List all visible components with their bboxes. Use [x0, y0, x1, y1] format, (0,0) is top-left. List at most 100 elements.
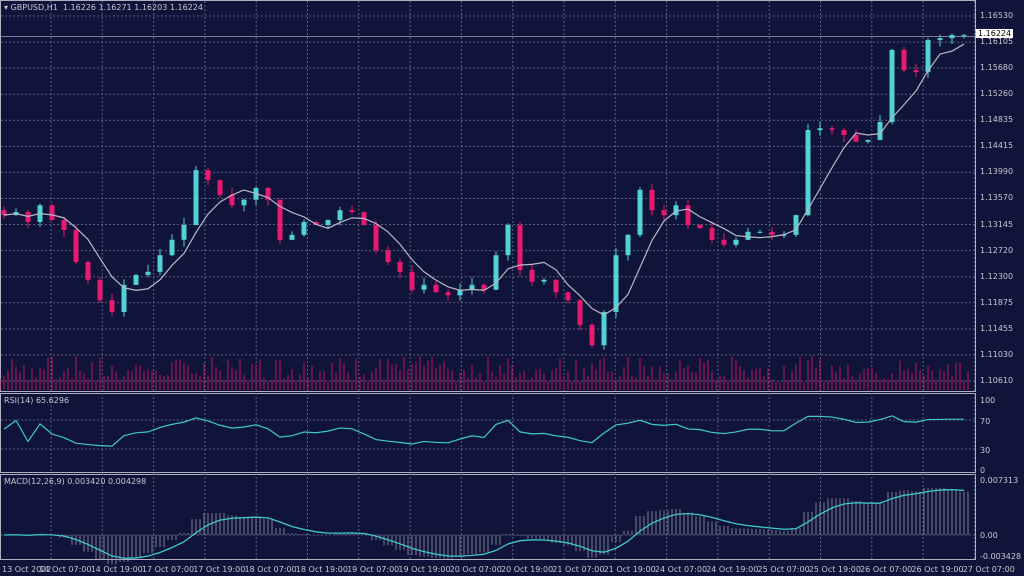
price-tick-label: 1.11030 [980, 349, 1014, 359]
low-value: 1.16203 [134, 3, 168, 12]
rsi-level-label: 30 [980, 446, 991, 455]
candle-body [169, 239, 175, 256]
candle-body [121, 284, 127, 312]
symbol-label: GBPUSD,H1 [10, 3, 58, 12]
candle-body [673, 205, 679, 216]
candle-body [589, 324, 595, 346]
candle-body [661, 210, 667, 216]
candle-body [289, 234, 295, 240]
candle-body [709, 228, 715, 240]
candle-body [829, 128, 835, 131]
time-tick-label: 13 Oct 2022 [2, 565, 52, 574]
moving-average-line [3, 43, 965, 316]
candle-body [937, 38, 943, 41]
close-value: 1.16224 [169, 3, 203, 12]
candle-body [949, 35, 955, 39]
time-tick-label: 19 Oct 07:00 [347, 565, 400, 574]
candle-body [1, 210, 7, 216]
price-tick-label: 1.10610 [980, 375, 1014, 385]
dropdown-triangle-icon[interactable]: ▾ [4, 3, 9, 12]
candle-body [637, 189, 643, 235]
candle-body [553, 279, 559, 293]
candle-body [421, 284, 427, 290]
candle-body [217, 180, 223, 195]
candle-body [853, 134, 859, 142]
price-tick-label: 1.12300 [980, 271, 1014, 281]
candle-body [157, 255, 163, 272]
candle-body [301, 221, 307, 235]
candle-body [793, 215, 799, 235]
price-tick-label: 1.16530 [980, 11, 1014, 20]
candle-body [625, 234, 631, 256]
current-price-tag: 1.16224 [976, 29, 1014, 38]
candle-body [961, 34, 967, 36]
candle-body [241, 199, 247, 206]
candle-body [265, 188, 271, 200]
candle-body [649, 189, 655, 211]
price-tick-label: 1.14415 [980, 141, 1014, 151]
candle-body [73, 229, 79, 263]
time-tick-label: 25 Oct 19:00 [808, 565, 861, 574]
candle-body [277, 199, 283, 240]
candle-body [601, 311, 607, 346]
candle-body [733, 239, 739, 245]
macd-level-label: 0.00 [980, 531, 998, 540]
candle-body [469, 284, 475, 290]
main-panel-frame [0, 0, 976, 392]
candle-body [541, 279, 547, 282]
candle-body [181, 225, 187, 240]
candle-body [517, 225, 523, 271]
candle-body [757, 231, 763, 233]
candle-body [325, 220, 331, 226]
high-value: 1.16271 [98, 3, 132, 12]
candle-body [61, 220, 67, 230]
candle-body [805, 130, 811, 216]
candle-body [445, 292, 451, 296]
time-tick-label: 24 Oct 19:00 [706, 565, 759, 574]
candle-body [745, 231, 751, 240]
time-tick-label: 17 Oct 07:00 [141, 565, 195, 574]
candle-body [145, 271, 151, 275]
candle-body [685, 205, 691, 226]
price-tick-label: 1.11455 [980, 323, 1014, 333]
candle-body [493, 255, 499, 290]
candle-body [349, 210, 355, 213]
candle-body [529, 270, 535, 282]
time-tick-label: 21 Oct 07:00 [552, 565, 605, 574]
candle-body [925, 40, 931, 73]
time-tick-label: 25 Oct 07:00 [757, 565, 810, 574]
candle-body [889, 49, 895, 123]
candle-body [337, 210, 343, 221]
rsi-label: RSI(14) 65.6296 [4, 396, 70, 405]
price-tick-label: 1.13990 [980, 167, 1014, 177]
time-tick-label: 27 Oct 07:00 [962, 565, 1015, 574]
candle-body [433, 284, 439, 293]
candle-body [913, 70, 919, 73]
candle-body [769, 231, 775, 235]
candle-body [25, 212, 31, 222]
open-value: 1.16226 [62, 3, 97, 12]
candle-body [817, 128, 823, 131]
price-tick-label: 1.12720 [980, 245, 1014, 255]
candle-body [877, 122, 883, 140]
candle-body [481, 284, 487, 290]
time-tick-label: 19 Oct 19:00 [398, 565, 451, 574]
candle-body [205, 170, 211, 181]
macd-label: MACD(12,26,9) 0.003420 0.004298 [4, 477, 147, 486]
candle-body [97, 279, 103, 301]
rsi-level-label: 70 [980, 417, 991, 426]
price-tick-label: 1.13570 [980, 193, 1014, 203]
price-tick-label: 1.15260 [980, 89, 1014, 99]
time-tick-label: 26 Oct 19:00 [911, 565, 964, 574]
price-tick-label: 1.14835 [980, 115, 1014, 125]
time-tick-label: 26 Oct 07:00 [860, 565, 913, 574]
price-tick-label: 1.13145 [980, 219, 1014, 229]
price-tick-label: 1.15680 [980, 63, 1014, 73]
candle-body [397, 262, 403, 272]
time-tick-label: 20 Oct 07:00 [449, 565, 502, 574]
time-tick-label: 24 Oct 07:00 [654, 565, 708, 574]
rsi-level-label: 100 [980, 396, 996, 405]
macd-level-label: 0.007313 [980, 476, 1019, 485]
rsi-level-label: 0 [980, 466, 986, 475]
